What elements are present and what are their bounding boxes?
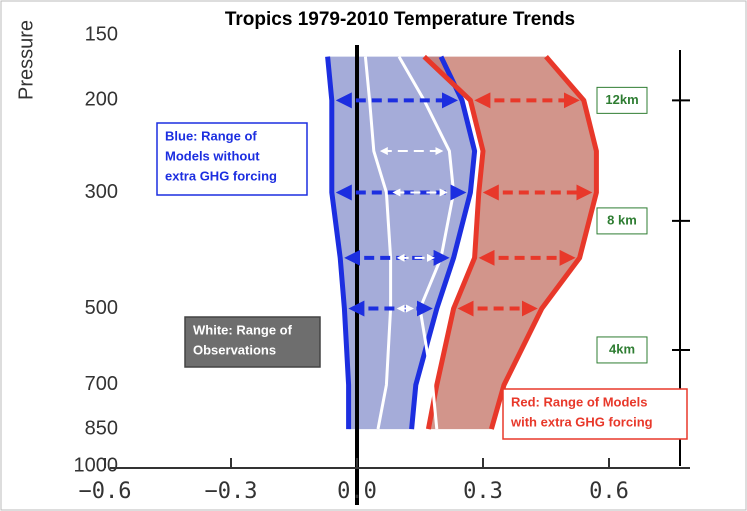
annotation-text: Blue: Range of	[165, 128, 257, 143]
y-axis-label: Pressure	[15, 20, 37, 100]
range-line	[325, 56, 352, 430]
y-tick-label: 500	[85, 297, 118, 319]
annotation-box	[502, 388, 688, 440]
annotation-text: Red: Range of Models	[511, 394, 648, 409]
band	[424, 56, 597, 430]
altitude-box	[596, 207, 648, 235]
x-tick-label: 0.3	[463, 479, 503, 504]
annotation-box	[156, 122, 308, 196]
y-tick-label: 150	[85, 23, 118, 45]
y-tick-label: 700	[85, 373, 118, 395]
x-tick-label: −0.6	[79, 479, 132, 504]
annotation-text: Models without	[165, 148, 260, 163]
annotation-text: Observations	[193, 342, 276, 357]
annotation-box	[184, 316, 321, 368]
range-line	[363, 56, 393, 430]
y-tick-label: 850	[85, 417, 118, 439]
annotation-text: extra GHG forcing	[165, 168, 277, 183]
altitude-label: 4km	[609, 341, 635, 356]
altitude-label: 12km	[605, 92, 638, 107]
y-tick-label: 200	[85, 89, 118, 111]
y-tick-label: 1000	[74, 454, 119, 476]
altitude-box	[596, 336, 648, 364]
annotation-text: with extra GHG forcing	[510, 414, 653, 429]
annotation-text: White: Range of	[193, 322, 293, 337]
altitude-label: 8 km	[607, 212, 637, 227]
range-line	[409, 55, 478, 430]
range-line	[422, 54, 486, 430]
y-tick-label: 300	[85, 181, 118, 203]
chart-title: Tropics 1979-2010 Temperature Trends	[225, 9, 575, 30]
x-tick-label: −0.3	[205, 479, 258, 504]
range-line	[488, 55, 599, 430]
x-tick-label: 0.0	[337, 479, 377, 504]
x-tick-label: 0.6	[589, 479, 629, 504]
altitude-box	[596, 86, 648, 114]
range-line	[397, 55, 456, 430]
